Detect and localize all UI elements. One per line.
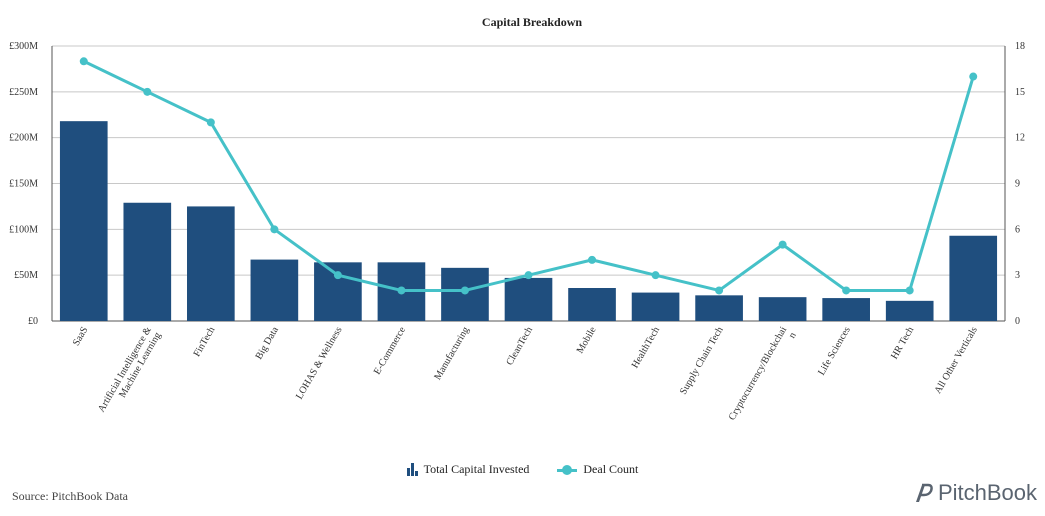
right-tick-label: 6 — [1015, 224, 1020, 235]
legend-label-capital: Total Capital Invested — [423, 462, 530, 476]
deal-count-point-2 — [143, 87, 152, 96]
deal-count-point-8 — [524, 271, 533, 280]
bar-2 — [123, 202, 172, 321]
category-label-line: Manufacturing — [432, 325, 471, 382]
category-label-line: Big Data — [254, 325, 282, 362]
right-tick-label: 12 — [1015, 133, 1025, 144]
category-label-line: LOHAS & Wellness — [294, 325, 344, 401]
category-label: LOHAS & Wellness — [294, 325, 344, 401]
left-tick-label: £0 — [28, 316, 38, 327]
category-label-line: HR Tech — [889, 325, 916, 361]
right-tick-label: 15 — [1015, 87, 1025, 98]
legend-label-deal-count: Deal Count — [583, 462, 639, 476]
right-tick-label: 3 — [1015, 270, 1020, 281]
deal-count-point-15 — [969, 72, 978, 81]
category-label-line: E-Commerce — [372, 325, 408, 377]
category-label: HealthTech — [630, 325, 663, 370]
right-tick-label: 18 — [1015, 41, 1025, 52]
category-label: Mobile — [575, 325, 599, 356]
bar-8 — [504, 277, 553, 321]
category-label-line: n — [787, 331, 799, 341]
category-labels: SaaS Artificial Intelligence &Machine Lea… — [71, 325, 980, 428]
chart-title: Capital Breakdown — [482, 15, 582, 29]
deal-count-point-13 — [842, 286, 851, 295]
pitchbook-logo-icon — [915, 483, 933, 502]
left-tick-label: £150M — [9, 179, 38, 190]
bar-chart-icon — [406, 463, 418, 476]
bar-11 — [695, 295, 743, 321]
bar-13 — [822, 298, 870, 321]
right-axis-ticks: 0 3 6 9 12 15 18 — [1015, 41, 1025, 327]
category-label: All Other Verticals — [933, 325, 980, 396]
bar-3 — [187, 206, 235, 321]
category-label: Big Data — [254, 325, 282, 362]
left-tick-label: £50M — [14, 270, 38, 281]
line-series — [79, 57, 978, 295]
bar-10 — [631, 292, 680, 321]
category-label: Supply Chain Tech — [678, 325, 726, 397]
left-axis-ticks: £0 £50M £100M £150M £200M £250M £300M — [9, 41, 38, 327]
pitchbook-logo-text: PitchBook — [937, 480, 1037, 505]
deal-count-point-7 — [460, 286, 469, 295]
deal-count-point-10 — [651, 271, 660, 280]
category-label: E-Commerce — [372, 325, 408, 377]
legend-item-deal-count[interactable]: Deal Count — [557, 462, 638, 477]
category-label-line: Artificial Intelligence & — [96, 325, 154, 414]
bar-12 — [758, 297, 807, 321]
category-label: HR Tech — [889, 325, 916, 361]
source-note: Source: PitchBook Data — [12, 489, 128, 503]
legend: Total Capital Invested Deal Count — [0, 462, 1045, 477]
category-label-line: CleanTech — [504, 325, 535, 367]
category-label-line: Supply Chain Tech — [678, 325, 726, 397]
pitchbook-logo: PitchBook — [912, 480, 1037, 506]
left-tick-label: £250M — [9, 87, 38, 98]
deal-count-point-1 — [79, 57, 88, 66]
category-label-line: All Other Verticals — [933, 325, 980, 396]
left-tick-label: £200M — [9, 133, 38, 144]
deal-count-point-14 — [905, 286, 914, 295]
category-label-line: FinTech — [192, 325, 218, 359]
left-tick-label: £300M — [9, 41, 38, 52]
category-label: Manufacturing — [432, 325, 471, 382]
left-tick-label: £100M — [9, 224, 38, 235]
category-label: Cryptocurrency/Blockchain — [727, 325, 799, 428]
category-label: SaaS — [71, 325, 91, 348]
deal-count-point-12 — [778, 240, 787, 249]
deal-count-point-5 — [333, 271, 342, 280]
chart: Capital Breakdown £0£50M£100M£150M£200M£… — [9, 15, 1025, 428]
right-tick-label: 0 — [1015, 316, 1020, 327]
category-label-line: Mobile — [575, 325, 599, 356]
category-label: FinTech — [192, 325, 218, 359]
category-label-line: Cryptocurrency/Blockchai — [727, 325, 790, 423]
deal-count-point-9 — [588, 255, 597, 264]
category-label-line: HealthTech — [630, 325, 663, 370]
category-label-line: Life Sciences — [816, 325, 853, 377]
right-tick-label: 9 — [1015, 179, 1020, 190]
legend-item-capital[interactable]: Total Capital Invested — [406, 462, 530, 477]
bar-9 — [568, 288, 616, 321]
category-label-line: SaaS — [71, 325, 91, 348]
category-label: Life Sciences — [816, 325, 853, 377]
deal-count-point-11 — [715, 286, 724, 295]
deal-count-point-4 — [270, 225, 279, 234]
deal-count-point-6 — [397, 286, 406, 295]
bar-4 — [250, 259, 299, 321]
line-marker-icon — [557, 464, 578, 475]
bar-series — [59, 121, 998, 322]
bar-15 — [949, 235, 998, 321]
bar-14 — [885, 300, 934, 321]
bar-1 — [59, 121, 108, 322]
category-label: CleanTech — [504, 325, 535, 367]
deal-count-point-3 — [206, 118, 215, 127]
bar-5 — [314, 262, 362, 321]
category-label: Artificial Intelligence &Machine Learnin… — [96, 325, 163, 420]
